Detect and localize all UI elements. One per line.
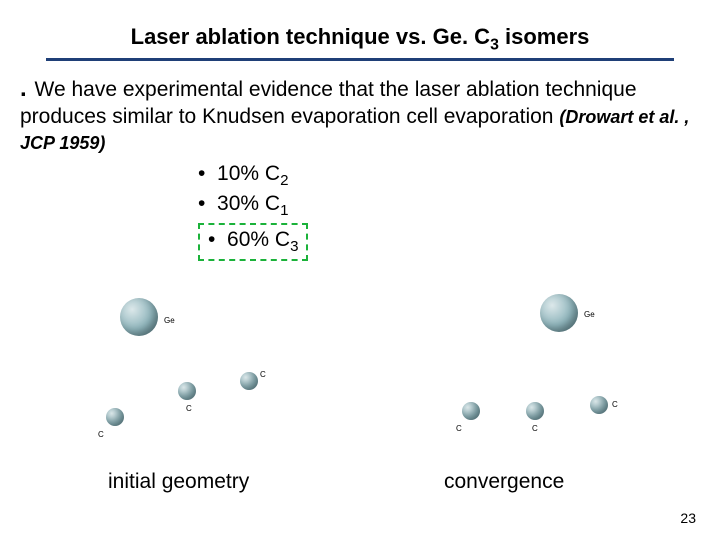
page-number: 23 <box>680 510 696 526</box>
atom-label-ge: Ge <box>584 310 595 319</box>
title-text-pre: Laser ablation technique vs. Ge. C <box>131 24 490 49</box>
bullet-label-2: 30% C <box>217 192 280 215</box>
atom-label-c1: C <box>456 424 462 433</box>
atom-label-c3: C <box>612 400 618 409</box>
atom-c3 <box>240 372 258 390</box>
caption-left: initial geometry <box>108 470 249 494</box>
atom-label-c3: C <box>260 370 266 379</box>
bullet-item-3: • 60% C3 <box>208 228 298 251</box>
atom-c1 <box>462 402 480 420</box>
atom-c2 <box>178 382 196 400</box>
bullet-item-1: • 10% C2 <box>198 161 700 191</box>
slide: Laser ablation technique vs. Ge. C3 isom… <box>0 0 720 540</box>
atom-label-c2: C <box>532 424 538 433</box>
title-text-post: isomers <box>499 24 590 49</box>
bullet-label-3: 60% C <box>227 228 290 251</box>
diagram-initial-geometry: Ge C C C <box>60 290 340 450</box>
bullet-sub-2: 1 <box>280 202 288 219</box>
bullet-sub-1: 2 <box>280 172 288 189</box>
atom-ge <box>540 294 578 332</box>
title-subscript: 3 <box>490 36 499 53</box>
intro-bullet-dot: . <box>20 75 29 102</box>
bullet-item-2: • 30% C1 <box>198 191 700 221</box>
atom-c3 <box>590 396 608 414</box>
atom-ge <box>120 298 158 336</box>
slide-title: Laser ablation technique vs. Ge. C3 isom… <box>0 0 720 54</box>
atom-label-c2: C <box>186 404 192 413</box>
body-text-block: . We have experimental evidence that the… <box>20 74 700 261</box>
diagram-convergence: Ge C C C <box>410 290 690 450</box>
highlighted-bullet-box: • 60% C3 <box>198 223 308 261</box>
diagram-area: Ge C C C Ge C C C <box>0 290 720 460</box>
atom-c2 <box>526 402 544 420</box>
intro-text: We have experimental evidence that the l… <box>20 78 637 128</box>
atom-c1 <box>106 408 124 426</box>
bullet-sub-3: 3 <box>290 238 298 255</box>
bullet-label-1: 10% C <box>217 162 280 185</box>
atom-label-ge: Ge <box>164 316 175 325</box>
title-underline <box>46 58 674 61</box>
atom-label-c1: C <box>98 430 104 439</box>
caption-right: convergence <box>444 470 564 494</box>
bullet-list: • 10% C2 • 30% C1 • 60% C3 <box>198 161 700 261</box>
